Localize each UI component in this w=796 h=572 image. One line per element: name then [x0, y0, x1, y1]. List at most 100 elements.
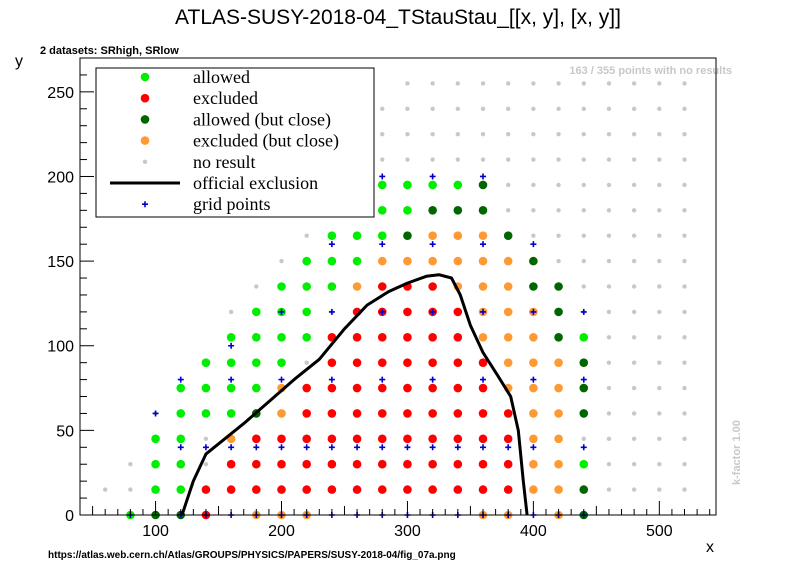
excluded-close-point — [529, 409, 538, 418]
no-result-point — [606, 436, 612, 442]
no-result-point — [631, 106, 637, 111]
no-result-point — [556, 81, 561, 86]
no-result-point — [657, 81, 662, 86]
no-result-point — [657, 385, 662, 391]
no-result-point — [505, 106, 511, 111]
no-result-point — [631, 385, 637, 391]
legend-marker-excluded-close — [140, 136, 150, 145]
grid-point-marker — [228, 376, 235, 383]
no-result-point — [505, 131, 511, 137]
excluded-close-point — [277, 409, 286, 418]
no-result-point — [682, 436, 687, 442]
allowed-point — [377, 206, 387, 215]
no-result-point — [657, 106, 662, 111]
axes: 100 200 300 400 500 0 50 100 150 200 250 — [47, 57, 717, 540]
no-result-point — [657, 360, 662, 365]
allowed-point — [579, 332, 589, 342]
no-result-point — [682, 284, 687, 289]
excluded-point — [277, 434, 286, 444]
no-result-point — [505, 182, 511, 188]
allowed-point — [302, 256, 311, 266]
excluded-point — [327, 485, 337, 494]
allowed-close-point — [554, 307, 563, 317]
excluded-point — [352, 485, 362, 494]
no-result-point — [203, 436, 209, 442]
excluded-point — [277, 459, 286, 469]
allowed-point — [226, 409, 236, 418]
no-result-point — [631, 233, 637, 238]
excluded-close-point — [453, 256, 463, 266]
no-result-point — [606, 208, 612, 213]
no-result-point — [657, 309, 662, 315]
allowed-point — [377, 180, 387, 190]
allowed-point — [252, 307, 261, 317]
excluded-point — [352, 459, 362, 469]
allowed-point — [302, 307, 311, 317]
grid-point-marker — [328, 241, 335, 248]
allowed-point — [252, 358, 261, 367]
no-result-point — [657, 284, 662, 289]
excluded-close-point — [554, 358, 563, 367]
excluded-point — [453, 459, 463, 469]
excluded-point — [428, 282, 437, 291]
allowed-close-point — [579, 409, 589, 418]
allowed-point — [327, 282, 337, 291]
excluded-point — [428, 485, 437, 494]
allowed-close-point — [554, 282, 563, 291]
grid-point-marker — [228, 342, 235, 349]
legend-marker-allowed — [140, 72, 150, 82]
allowed-point — [201, 409, 211, 418]
no-result-point — [606, 487, 612, 492]
no-result-point — [682, 487, 687, 492]
no-result-point — [682, 208, 687, 213]
no-result-point — [657, 462, 662, 467]
allowed-close-point — [453, 206, 463, 215]
excluded-point — [226, 485, 236, 494]
no-result-point — [505, 157, 511, 162]
legend-label: excluded — [193, 88, 258, 108]
grid-point-marker — [454, 444, 461, 451]
allowed-point — [403, 180, 412, 190]
no-result-point — [531, 182, 536, 188]
excluded-point — [503, 485, 513, 494]
excluded-close-point — [529, 485, 538, 494]
excluded-point — [453, 307, 463, 317]
excluded-close-point — [503, 307, 513, 317]
no-result-point — [606, 360, 612, 365]
excluded-close-point — [503, 358, 513, 367]
allowed-close-point — [529, 256, 538, 266]
no-result-point — [657, 233, 662, 238]
allowed-point — [352, 256, 362, 266]
x-tick-label: 200 — [268, 523, 295, 540]
grid-point-marker — [328, 444, 335, 451]
excluded-close-point — [453, 231, 463, 241]
no-result-point — [657, 157, 662, 162]
excluded-close-point — [554, 459, 563, 469]
no-result-point — [682, 182, 687, 188]
excluded-point — [327, 358, 337, 367]
no-result-point — [128, 462, 133, 467]
grid-point-marker — [177, 376, 184, 383]
allowed-point — [403, 206, 412, 215]
grid-point-marker — [429, 308, 436, 315]
no-result-point — [480, 81, 486, 86]
excluded-point — [252, 434, 261, 444]
no-result-point — [606, 157, 612, 162]
grid-point-marker — [278, 308, 285, 315]
excluded-point — [377, 358, 387, 367]
no-result-point — [304, 233, 309, 238]
no-result-point — [657, 131, 662, 137]
no-result-point — [657, 411, 662, 416]
no-result-point — [606, 284, 612, 289]
excluded-point — [302, 459, 311, 469]
grid-point-marker — [480, 173, 487, 180]
excluded-close-point — [529, 459, 538, 469]
allowed-point — [151, 459, 160, 469]
legend-marker-grid-points — [142, 201, 148, 208]
no-result-point — [480, 131, 486, 137]
no-result-point — [581, 284, 586, 289]
excluded-point — [478, 485, 488, 494]
no-result-point — [631, 360, 637, 365]
grid-point-marker — [278, 444, 285, 451]
